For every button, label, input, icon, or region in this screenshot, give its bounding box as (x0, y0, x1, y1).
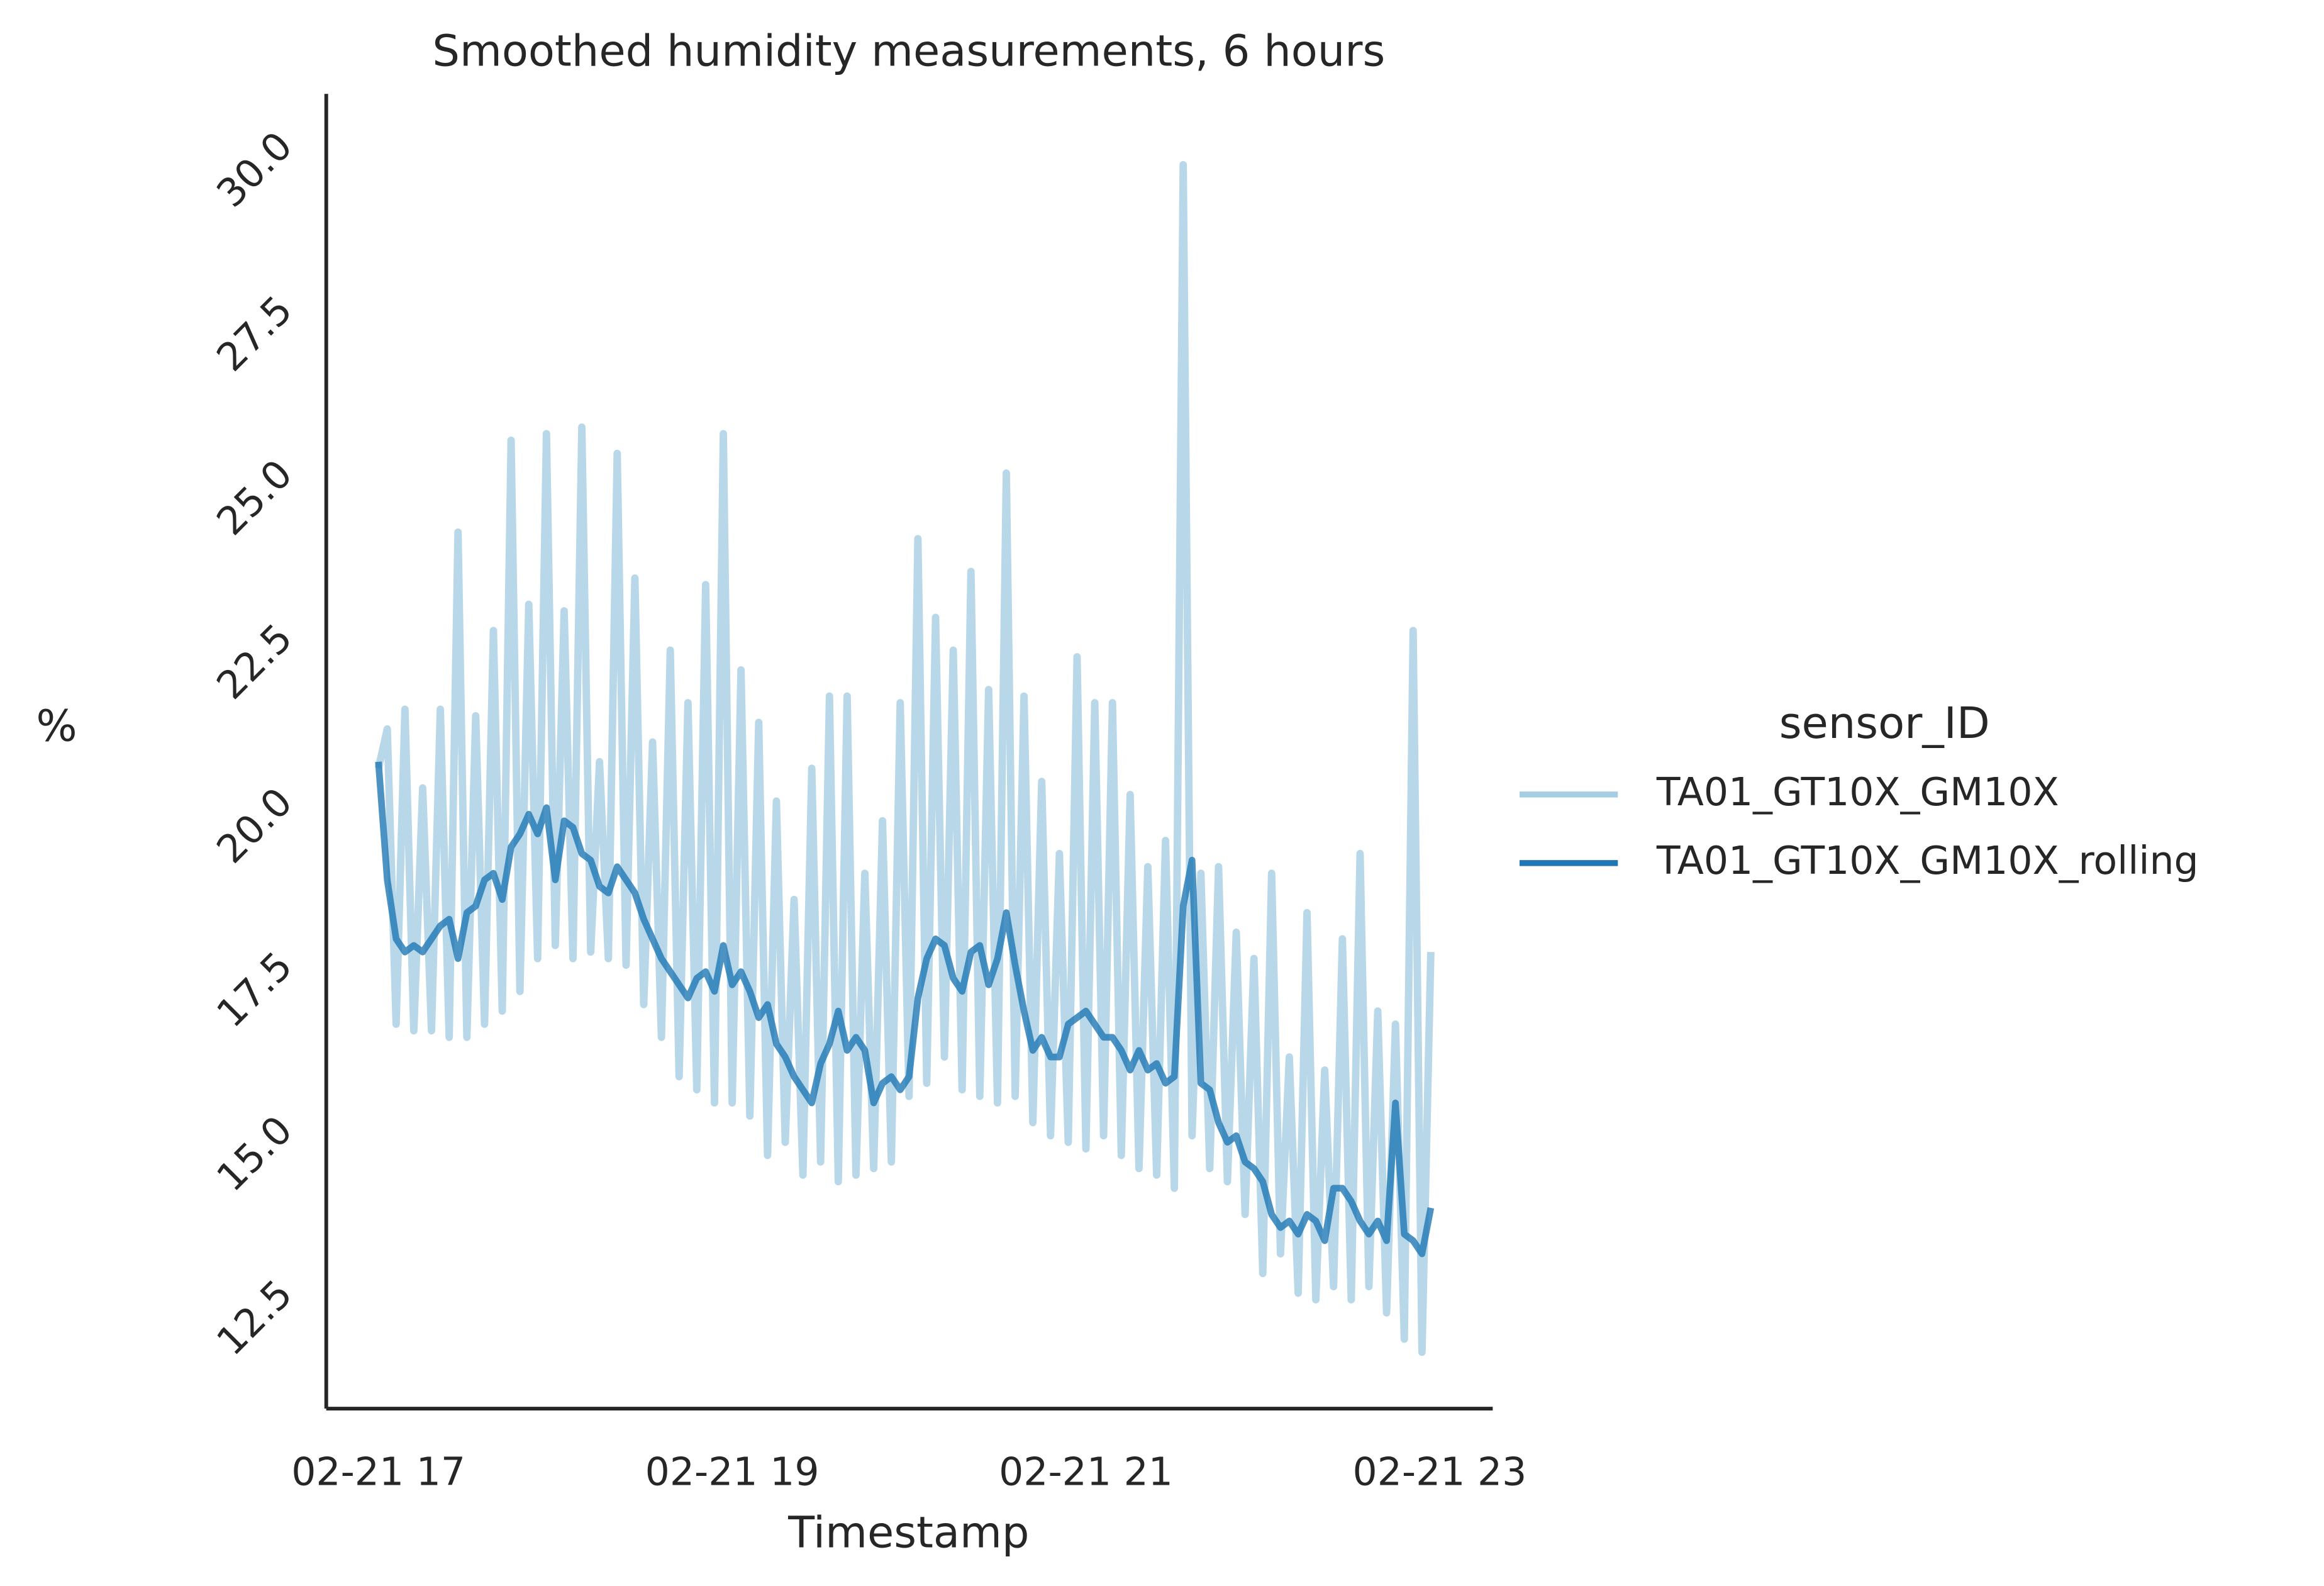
x-tick-label: 02-21 19 (645, 1449, 820, 1494)
x-tick-label: 02-21 17 (291, 1449, 465, 1494)
y-tick-label: 15.0 (208, 1107, 301, 1200)
y-tick-label: 22.5 (208, 615, 301, 708)
y-axis-label: % (36, 701, 77, 752)
y-tick-label: 20.0 (208, 779, 301, 872)
y-tick-label: 12.5 (208, 1271, 301, 1365)
y-tick-label: 27.5 (208, 287, 301, 380)
x-axis-label: Timestamp (787, 1507, 1029, 1558)
y-tick-label: 30.0 (208, 123, 301, 216)
legend-title: sensor_ID (1779, 698, 1990, 749)
x-tick-label: 02-21 21 (999, 1449, 1173, 1494)
chart-title: Smoothed humidity measurements, 6 hours (432, 26, 1385, 76)
y-tick-label: 25.0 (208, 451, 301, 544)
x-tick-label: 02-21 23 (1353, 1449, 1527, 1494)
data-line (374, 160, 1435, 1356)
y-tick-label: 17.5 (208, 943, 301, 1036)
legend-label: TA01_GT10X_GM10X (1656, 769, 2059, 815)
data-line (375, 761, 1435, 1258)
legend-label: TA01_GT10X_GM10X_rolling (1656, 838, 2199, 883)
